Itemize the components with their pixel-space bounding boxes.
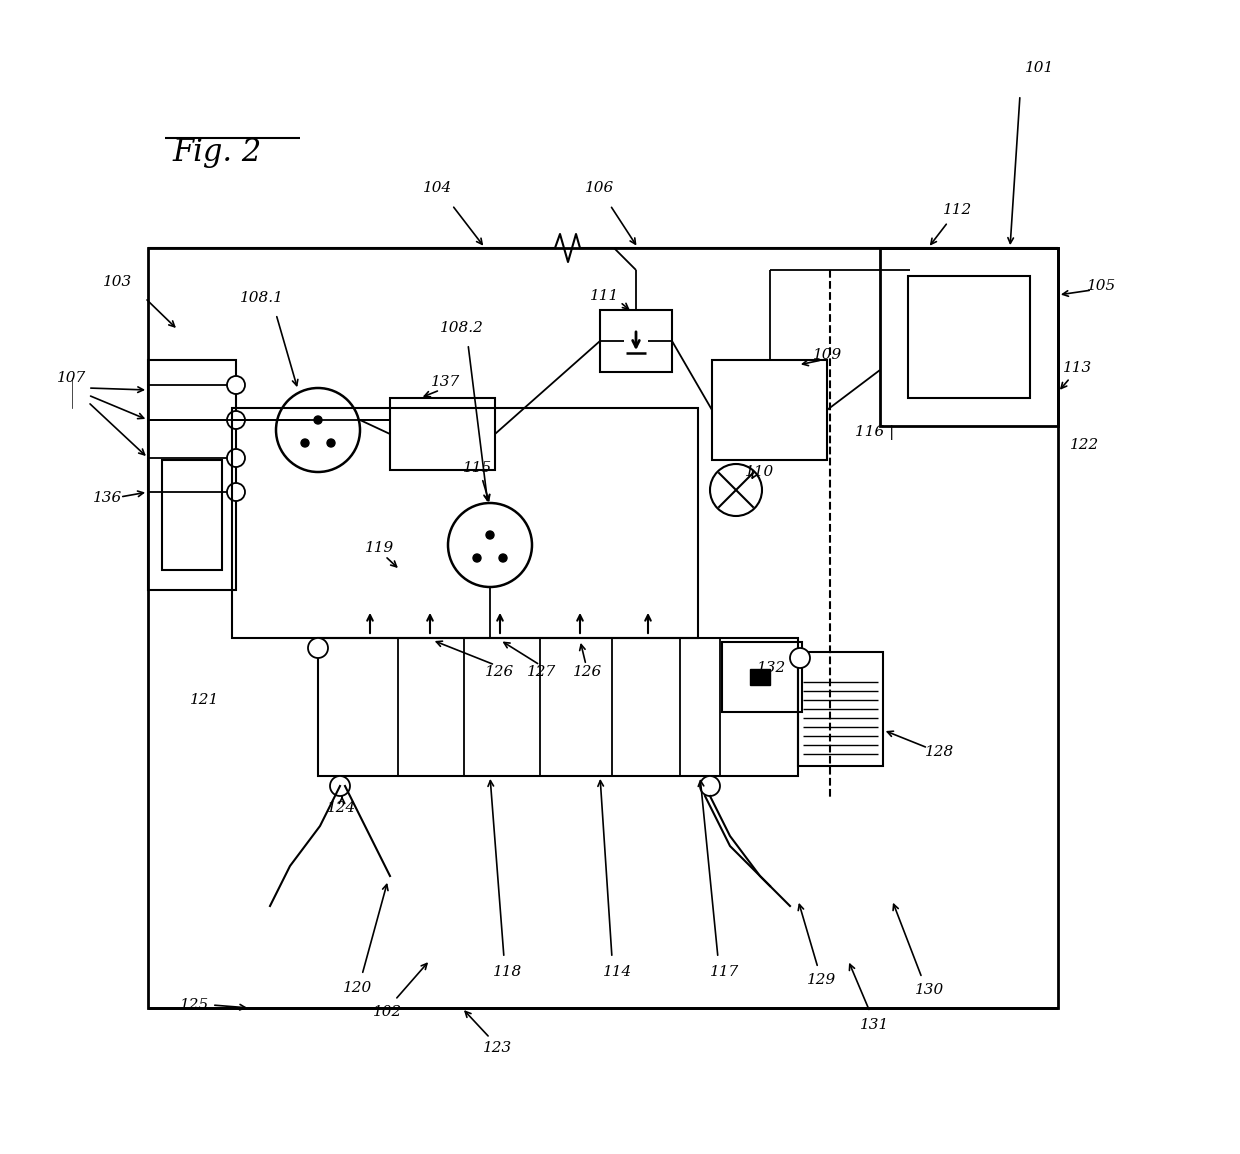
- Text: 115: 115: [464, 460, 492, 475]
- Bar: [600, 310, 672, 372]
- Text: 119: 119: [366, 541, 394, 555]
- Text: 110: 110: [745, 465, 775, 479]
- Bar: [799, 652, 883, 766]
- Text: 120: 120: [343, 981, 373, 995]
- Circle shape: [227, 449, 246, 467]
- Text: 111: 111: [590, 288, 620, 304]
- Text: 105: 105: [1087, 279, 1117, 293]
- Text: 106: 106: [585, 181, 615, 195]
- Text: 118: 118: [494, 965, 522, 979]
- Text: 121: 121: [191, 694, 219, 707]
- Circle shape: [701, 775, 720, 796]
- Bar: [148, 248, 1058, 1007]
- Bar: [391, 398, 495, 470]
- Circle shape: [330, 775, 350, 796]
- Text: 117: 117: [711, 965, 739, 979]
- Text: 108.1: 108.1: [241, 291, 284, 305]
- Text: 129: 129: [807, 973, 837, 987]
- Text: 109: 109: [813, 349, 843, 362]
- Text: 112: 112: [944, 203, 972, 217]
- Text: 114: 114: [604, 965, 632, 979]
- Circle shape: [711, 464, 763, 516]
- Bar: [880, 248, 1058, 426]
- Text: 125: 125: [180, 998, 210, 1012]
- Text: 126: 126: [485, 665, 515, 679]
- Text: 123: 123: [484, 1041, 512, 1055]
- Text: 101: 101: [1025, 61, 1055, 75]
- Circle shape: [314, 415, 322, 424]
- Text: 136: 136: [93, 490, 123, 505]
- Circle shape: [227, 411, 246, 429]
- Circle shape: [498, 554, 507, 562]
- Bar: [750, 669, 770, 685]
- Text: 116 |: 116 |: [856, 425, 894, 440]
- Bar: [162, 460, 222, 570]
- Text: 126: 126: [573, 665, 603, 679]
- Text: 108.2: 108.2: [440, 321, 484, 335]
- Text: 104: 104: [423, 181, 453, 195]
- Circle shape: [486, 531, 494, 539]
- Text: 131: 131: [861, 1018, 889, 1032]
- Circle shape: [327, 439, 335, 447]
- Text: 132: 132: [758, 661, 786, 675]
- Text: 128: 128: [925, 745, 955, 759]
- Circle shape: [308, 638, 329, 658]
- Circle shape: [301, 439, 309, 447]
- Text: Fig. 2: Fig. 2: [172, 136, 262, 167]
- Circle shape: [227, 376, 246, 394]
- Circle shape: [790, 649, 810, 668]
- Text: 127: 127: [527, 665, 557, 679]
- Bar: [317, 638, 799, 775]
- Circle shape: [227, 484, 246, 501]
- Bar: [712, 360, 827, 460]
- Text: 103: 103: [103, 275, 133, 288]
- Circle shape: [472, 554, 481, 562]
- Text: 122: 122: [1070, 439, 1100, 452]
- Circle shape: [448, 503, 532, 587]
- Text: 137: 137: [432, 375, 460, 389]
- Bar: [148, 360, 236, 590]
- Text: 107: 107: [57, 370, 87, 385]
- Bar: [232, 409, 698, 638]
- Bar: [908, 276, 1030, 398]
- Text: 124: 124: [327, 801, 357, 815]
- Circle shape: [277, 388, 360, 472]
- Bar: [722, 642, 802, 712]
- Text: 130: 130: [915, 983, 945, 997]
- Text: 113: 113: [1064, 361, 1092, 375]
- Text: 102: 102: [373, 1005, 403, 1019]
